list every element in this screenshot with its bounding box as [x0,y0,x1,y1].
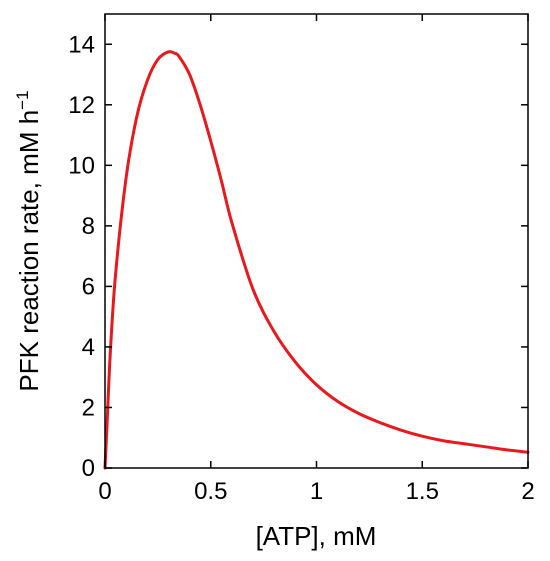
x-tick-label: 0 [98,478,111,505]
x-tick-label: 0.5 [194,478,227,505]
ticks-layer: 0 0.5 1 1.5 2 0 2 4 6 8 10 12 14 [68,14,535,505]
y-tick-label: 10 [68,152,95,179]
y-axis-title-main: PFK reaction rate, mM h [14,110,44,392]
y-tick-label: 4 [82,334,95,361]
y-tick-label: 2 [82,394,95,421]
y-tick-label: 0 [82,455,95,482]
y-tick-label: 14 [68,31,95,58]
y-tick-label: 8 [82,213,95,240]
x-tick-label: 1 [310,478,323,505]
x-tick-label: 2 [521,478,534,505]
series-line-0 [103,50,530,470]
plot-layer [103,50,530,470]
y-axis-title: PFK reaction rate, mM h−1 [13,90,44,391]
x-axis-title: [ATP], mM [256,521,377,551]
x-tick-label: 1.5 [406,478,439,505]
plot-frame [104,13,529,469]
y-tick-label: 6 [82,273,95,300]
y-axis-title-superscript: −1 [13,90,32,109]
y-tick-label: 12 [68,92,95,119]
